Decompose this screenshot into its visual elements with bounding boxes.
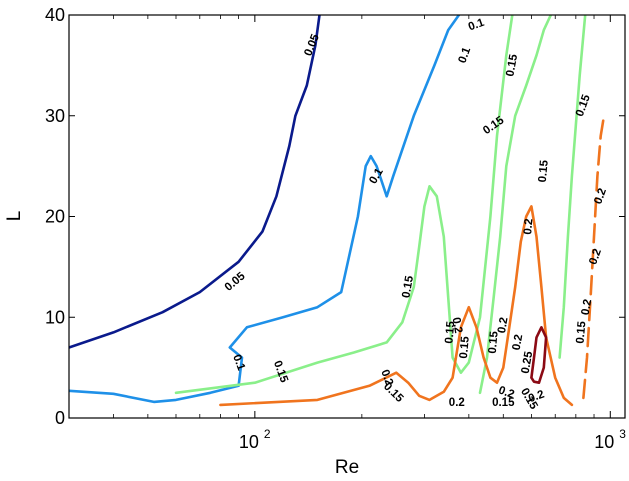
- y-axis-label: L: [4, 211, 25, 222]
- contour-label-19: 0.2: [378, 368, 395, 387]
- contour-label-21: 0.2: [522, 218, 535, 235]
- contour-label-16: 0.15: [492, 397, 515, 409]
- contour-label-23: 0.2: [587, 247, 604, 266]
- contour-lines: [69, 15, 606, 407]
- contour-label-18: 0.2: [450, 316, 465, 334]
- contour-label-11: 0.15: [458, 335, 472, 359]
- contour-label-28: 0.2: [580, 298, 595, 316]
- axis-ticks: 0 10 20 30 40 10 2 10 3: [45, 5, 626, 452]
- contour-label-22: 0.2: [592, 187, 609, 206]
- y-tick-label-0: 0: [55, 408, 65, 428]
- y-tick-label-2: 20: [45, 207, 65, 227]
- contour-label-8: 0.15: [400, 274, 416, 299]
- contour-label-3: 0.1: [457, 45, 474, 65]
- x-axis-label: Re: [335, 457, 359, 478]
- contour-line-015-4: [558, 15, 587, 359]
- contour-label-6: 0.15: [504, 53, 520, 78]
- y-tick-label-1: 10: [45, 307, 65, 327]
- y-tick-label-3: 30: [45, 106, 65, 126]
- contour-label-13: 0.15: [537, 159, 551, 183]
- contour-label-29: 0.25: [520, 350, 536, 375]
- contour-line-02-6: [582, 114, 606, 400]
- x-tick-label-0: 10: [239, 432, 259, 452]
- contour-line-01-1: [69, 15, 461, 404]
- contour-label-27: 0.2: [511, 333, 526, 351]
- contour-label-10: 0.15: [443, 320, 457, 344]
- contour-line-015-2: [174, 15, 514, 395]
- contour-label-5: 0.1: [230, 353, 247, 373]
- contour-label-26: 0.2: [527, 388, 546, 405]
- contour-label-25: 0.2: [497, 384, 516, 401]
- contour-line-025-7: [530, 326, 548, 384]
- contour-label-30: 0.15: [575, 320, 589, 344]
- contour-label-2: 0.1: [467, 17, 487, 34]
- contour-line-02-5: [219, 205, 574, 407]
- x-tick-label-1: 10: [594, 432, 614, 452]
- contour-line-015-3: [478, 15, 553, 395]
- contour-label-20: 0.2: [496, 316, 511, 334]
- contour-label-24: 0.2: [449, 397, 465, 409]
- x-tick-exponent-1: 3: [619, 427, 626, 441]
- contour-label-12: 0.15: [487, 330, 501, 354]
- x-tick-exponent-0: 2: [264, 427, 271, 441]
- y-tick-label-4: 40: [45, 5, 65, 25]
- contour-line-005-0: [69, 15, 321, 349]
